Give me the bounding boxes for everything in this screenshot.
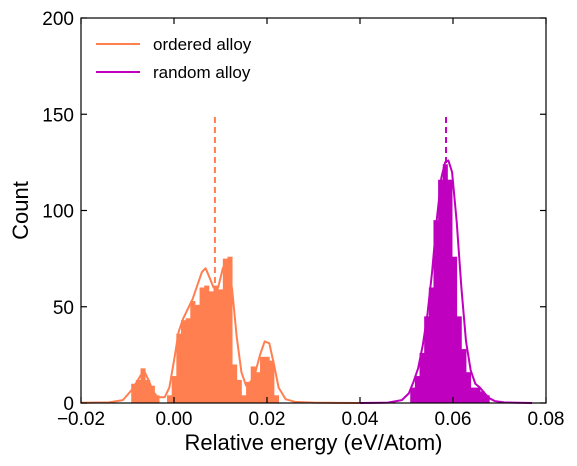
histogram-bar-ordered-alloy (171, 376, 177, 403)
histogram-bar-ordered-alloy (264, 356, 270, 403)
histogram-bar-ordered-alloy (222, 258, 228, 403)
histogram-bar-ordered-alloy (218, 289, 224, 403)
histogram-bar-random-alloy (484, 395, 490, 403)
histogram-bar-random-alloy (461, 349, 467, 403)
histogram-bar-ordered-alloy (194, 304, 200, 403)
histogram-bar-random-alloy (475, 387, 481, 403)
histogram-bar-ordered-alloy (208, 291, 214, 403)
x-tick-label: −0.02 (57, 409, 105, 430)
histogram-bar-ordered-alloy (236, 379, 242, 403)
legend: ordered alloy random alloy (96, 35, 252, 82)
kde-curve-ordered-alloy (80, 259, 361, 404)
histogram-bar-ordered-alloy (176, 333, 182, 403)
histogram-bar-ordered-alloy (185, 318, 191, 403)
histogram-bar-random-alloy (419, 352, 425, 403)
histogram-bar-ordered-alloy (241, 395, 247, 403)
x-tick-label: 0.06 (435, 409, 472, 430)
histogram-bar-ordered-alloy (204, 285, 210, 403)
histogram-bar-random-alloy (452, 256, 458, 403)
histogram-bar-ordered-alloy (180, 320, 187, 403)
histogram-bar-ordered-alloy (154, 395, 160, 403)
histogram-bar-ordered-alloy (232, 364, 238, 403)
histogram-bar-random-alloy (438, 179, 444, 403)
histogram-bar-ordered-alloy (190, 300, 196, 403)
histogram-bar-ordered-alloy (246, 381, 252, 403)
histogram-bar-ordered-alloy (269, 360, 275, 403)
histogram-bar-ordered-alloy (199, 287, 205, 403)
histogram-bar-ordered-alloy (227, 256, 233, 403)
kde-curves (80, 159, 533, 404)
x-tick-label: 0.00 (156, 409, 193, 430)
histogram-bar-random-alloy (414, 376, 420, 403)
axis-ticks: −0.02 0.00 0.02 0.04 0.06 0.08 0 50 100 150 200 (42, 9, 564, 430)
legend-label-ordered-alloy: ordered alloy (153, 35, 252, 54)
y-tick-label: 200 (42, 9, 74, 30)
y-tick-label: 0 (63, 394, 74, 415)
histogram-bar-ordered-alloy (145, 379, 151, 403)
histogram-bar-ordered-alloy (140, 368, 146, 403)
histogram-bar-random-alloy (428, 287, 434, 403)
plot-frame (80, 17, 547, 404)
histogram-bar-random-alloy (442, 164, 448, 403)
histogram-bar-random-alloy (433, 220, 439, 403)
kde-curve-random-alloy (359, 159, 533, 404)
histogram-bar-ordered-alloy (167, 395, 173, 403)
x-axis-label: Relative energy (eV/Atom) (185, 430, 443, 455)
histogram-bar-ordered-alloy (250, 366, 256, 403)
histogram-bar-random-alloy (456, 316, 462, 403)
histogram-bar-random-alloy (424, 316, 430, 403)
x-tick-label: 0.04 (342, 409, 379, 430)
y-tick-label: 100 (42, 202, 74, 223)
histogram-bar-ordered-alloy (255, 372, 261, 403)
histogram-bar-random-alloy (466, 372, 472, 403)
histogram-bars (131, 164, 490, 403)
histogram-bar-ordered-alloy (213, 285, 219, 403)
legend-label-random-alloy: random alloy (153, 63, 251, 82)
histogram-bar-ordered-alloy (131, 383, 137, 403)
histogram-bar-random-alloy (410, 387, 416, 403)
histogram-bar-random-alloy (447, 179, 453, 403)
y-axis-label: Count (8, 181, 33, 240)
histogram-bar-random-alloy (479, 391, 486, 403)
mean-lines (213, 114, 448, 403)
histogram-bar-ordered-alloy (135, 379, 141, 403)
y-tick-label: 150 (42, 105, 74, 126)
histogram-bar-random-alloy (470, 387, 476, 403)
histogram-bar-ordered-alloy (260, 356, 266, 403)
histogram-bar-ordered-alloy (273, 395, 280, 403)
x-tick-label: 0.08 (528, 409, 565, 430)
x-tick-label: 0.02 (249, 409, 286, 430)
y-tick-label: 50 (53, 298, 74, 319)
histogram-bar-ordered-alloy (149, 385, 155, 403)
